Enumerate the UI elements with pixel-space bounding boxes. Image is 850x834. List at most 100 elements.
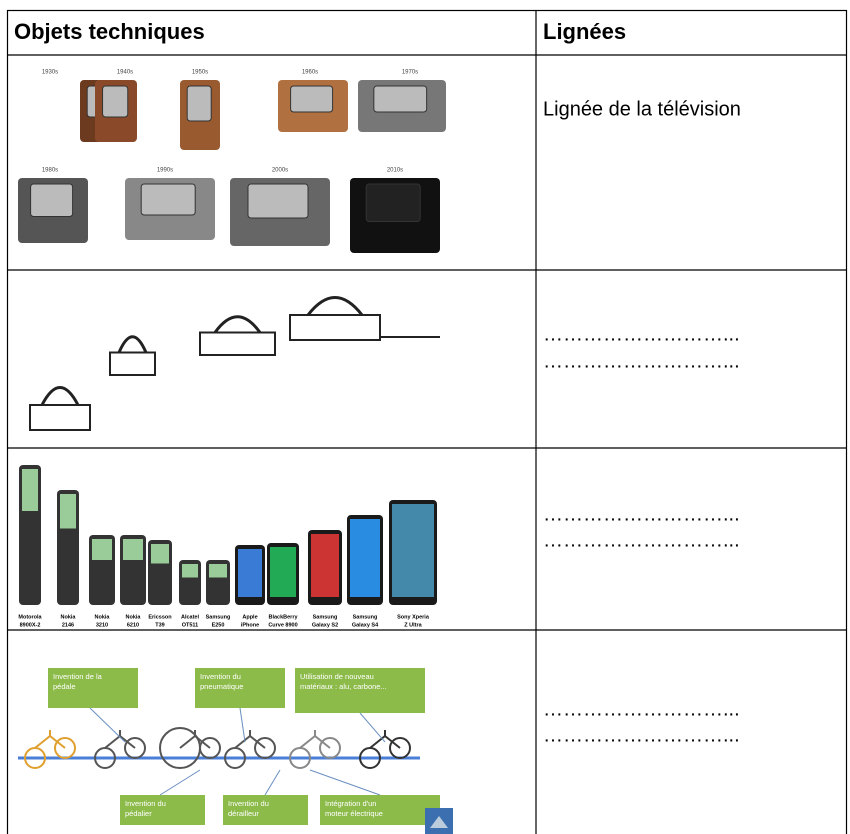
scroll-arrow (430, 816, 448, 828)
bike-wheel (199, 737, 221, 759)
image-caption: Samsung (353, 614, 378, 620)
label-box (120, 795, 205, 825)
bike-frame (369, 730, 401, 749)
iron-base (29, 404, 91, 431)
header-cell: Lignées (543, 19, 626, 44)
connector (159, 769, 201, 796)
image-caption: Samsung (313, 614, 338, 620)
lineage-text: ………………………... (543, 323, 740, 345)
image-caption: iPhone (241, 622, 259, 628)
connector (309, 769, 381, 796)
phone-screen (209, 564, 227, 578)
box-label: moteur électrique (325, 809, 383, 818)
image-caption: 1940s (117, 70, 133, 76)
image-caption: Sony Xperia (397, 614, 430, 620)
box-label: matériaux : alu, carbone... (300, 682, 387, 691)
iron-handle (306, 296, 364, 316)
iron-base (199, 331, 276, 356)
label-box (195, 668, 285, 708)
box-label: Invention de la (53, 672, 103, 681)
image-caption: 1980s (42, 168, 58, 174)
image-caption: Motorola (18, 614, 42, 620)
image-caption: E250 (212, 622, 225, 628)
image-caption: 1950s (192, 70, 208, 76)
box-label: Intégration d'un (325, 799, 376, 808)
bike-frame (104, 730, 136, 749)
image-caption: 8900X-2 (20, 622, 41, 628)
connector (264, 769, 281, 796)
image-caption: Samsung (206, 614, 231, 620)
bike-wheel (319, 737, 341, 759)
lineage-text: ………………………... (543, 350, 740, 372)
phone-screen (270, 547, 296, 597)
phone-screen (123, 539, 143, 560)
image-caption: Galaxy S2 (312, 622, 338, 628)
image-caption: Galaxy S4 (352, 622, 379, 628)
tv-screen (247, 183, 309, 219)
phone-screen (311, 534, 339, 597)
lineage-text: ………………………... (543, 503, 740, 525)
phone-screen (182, 564, 198, 578)
bike-frame (179, 730, 211, 749)
phone-screen (350, 519, 380, 597)
image-caption: 2146 (62, 622, 74, 628)
image-caption: 1970s (402, 70, 418, 76)
box-label: Invention du (228, 799, 269, 808)
iron-handle (40, 386, 80, 406)
iron-base (289, 314, 381, 341)
tv-screen (30, 183, 74, 217)
box-label: pédale (53, 682, 76, 691)
tv-screen (102, 85, 129, 118)
phone-screen (151, 544, 169, 564)
box-label: Invention du (200, 672, 241, 681)
phone-screen (60, 494, 76, 529)
tv-screen (365, 183, 421, 222)
image-caption: 1960s (302, 70, 318, 76)
bike-frame (34, 730, 66, 749)
connector (239, 707, 246, 743)
image-caption: 1930s (42, 70, 58, 76)
label-box (295, 668, 425, 713)
bike-frame (299, 730, 331, 749)
iron-base (109, 351, 156, 376)
bike-wheel (389, 737, 411, 759)
box-label: pédalier (125, 809, 152, 818)
box-label: Utilisation de nouveau (300, 672, 374, 681)
phone-screen (92, 539, 112, 560)
tv-screen (373, 85, 428, 113)
image-caption: T39 (155, 622, 164, 628)
image-caption: 3210 (96, 622, 108, 628)
tv-screen (186, 85, 212, 122)
label-box (48, 668, 138, 708)
image-caption: Nokia (61, 614, 77, 620)
phone-screen (238, 549, 262, 597)
box-label: Invention du (125, 799, 166, 808)
bike-frame (234, 730, 266, 749)
image-caption: OT511 (182, 622, 199, 628)
image-caption: 2010s (387, 168, 403, 174)
table-grid (6, 9, 848, 834)
image-caption: Nokia (95, 614, 111, 620)
tv-screen (140, 183, 196, 216)
phone-screen (22, 469, 38, 511)
image-caption: Apple (242, 614, 257, 620)
lineage-text: ………………………... (543, 724, 740, 746)
connector (89, 707, 126, 743)
image-caption: Ericsson (148, 614, 172, 620)
image-caption: 1990s (157, 168, 173, 174)
bike-wheel (124, 737, 146, 759)
phone-screen (392, 504, 434, 597)
lineage-text: ………………………... (543, 529, 740, 551)
header-cell: Objets techniques (14, 19, 205, 44)
label-box (320, 795, 440, 825)
box-label: dérailleur (228, 809, 259, 818)
lineage-text: ………………………... (543, 698, 740, 720)
box-label: pneumatique (200, 682, 243, 691)
image-caption: Alcatel (181, 614, 200, 620)
iron-handle (117, 335, 148, 354)
bike-wheel (54, 737, 76, 759)
image-caption: Curve 8900 (268, 622, 297, 628)
lineage-text: Lignée de la télévision (543, 98, 741, 120)
connector (359, 712, 386, 743)
